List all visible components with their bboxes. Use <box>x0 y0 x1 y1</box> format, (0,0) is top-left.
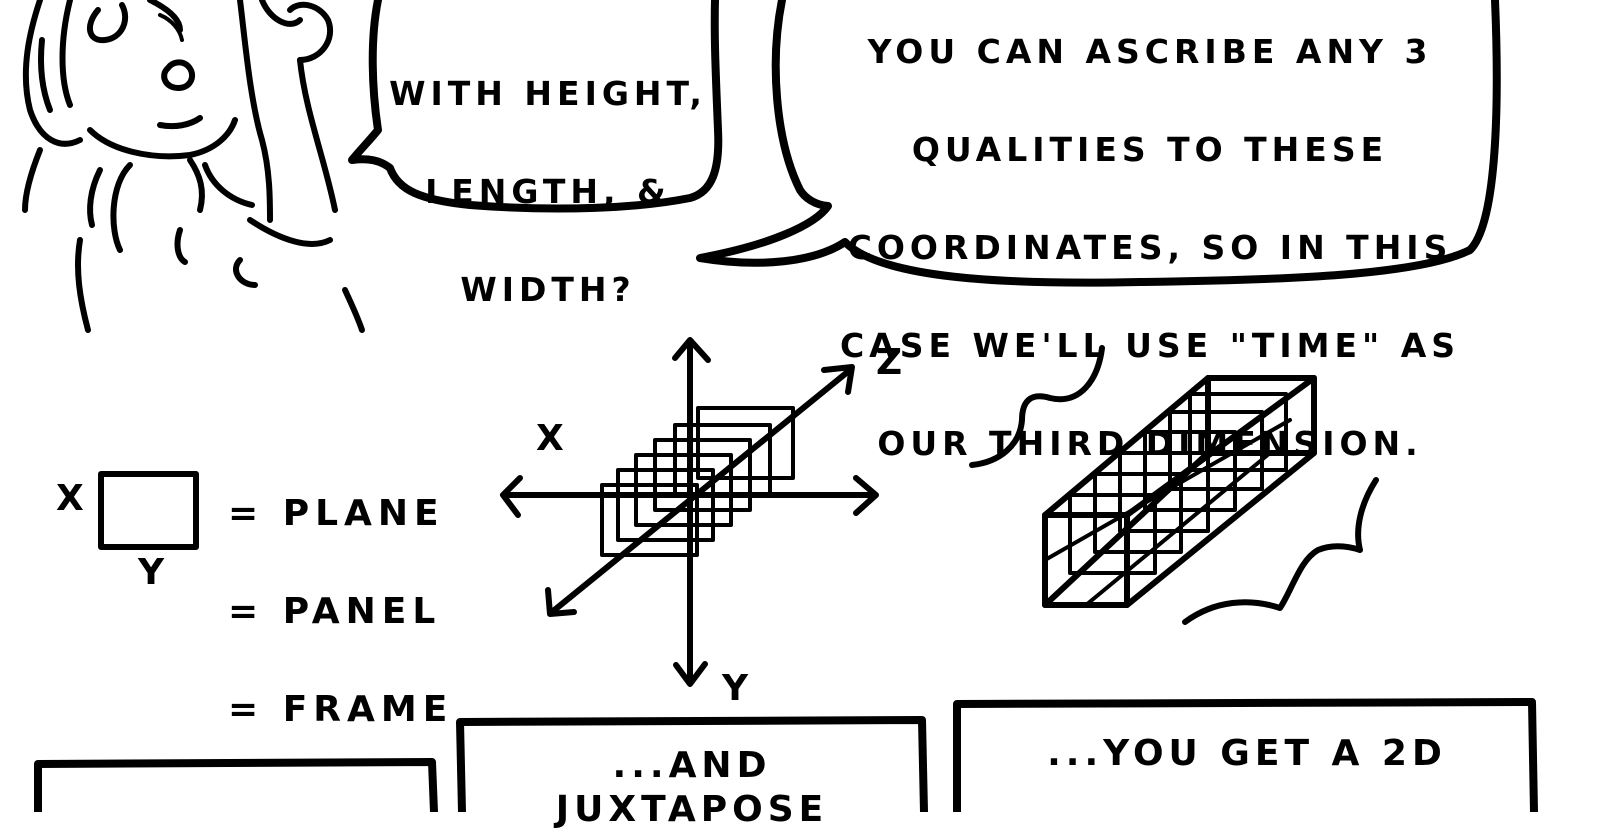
speech-bubble-right <box>696 0 1501 287</box>
axis-x-label: X <box>536 418 568 459</box>
caption-box-middle <box>456 716 928 812</box>
legend-item-panel: = PANEL <box>228 591 442 632</box>
speech-bubble-left-text: WITH HEIGHT, LENGTH, & WIDTH? <box>382 20 714 363</box>
caption-right-text: ...YOU GET A 2D <box>1047 733 1447 774</box>
panel-square <box>98 471 199 550</box>
comic-artwork <box>22 0 1538 812</box>
legend-item-frame: = FRAME <box>228 689 454 730</box>
xyz-axes-diagram <box>500 337 879 687</box>
bubble-right-line: CASE WE'LL USE "TIME" AS <box>839 326 1461 365</box>
bubble-right-line: QUALITIES TO THESE <box>911 130 1389 169</box>
bubble-left-line: WIDTH? <box>460 270 636 309</box>
speech-bubble-left <box>348 0 723 213</box>
bubble-left-line: WITH HEIGHT, <box>389 74 707 113</box>
caption-box-left <box>34 758 438 812</box>
character-drawing <box>22 0 365 333</box>
axis-y-label: Y <box>722 668 753 709</box>
legend-y-label: Y <box>138 552 169 593</box>
legend-x-label: X <box>56 478 88 519</box>
caption-middle-text: ...AND JUXTAPOSE <box>555 745 829 830</box>
bubble-right-line: YOU CAN ASCRIBE ANY 3 <box>867 32 1433 71</box>
caption-box-right <box>953 698 1538 812</box>
bubble-right-line: COORDINATES, SO IN THIS <box>847 228 1453 267</box>
axis-z-label: Z <box>876 342 907 383</box>
bubble-right-line: OUR THIRD DIMENSION. <box>877 424 1423 463</box>
legend-item-plane: = PLANE <box>228 493 445 534</box>
time-box-diagram <box>969 345 1379 625</box>
speech-bubble-right-text: YOU CAN ASCRIBE ANY 3 QUALITIES TO THESE… <box>820 0 1480 517</box>
legend-list: = PLANE = PANEL = FRAME <box>228 440 453 783</box>
bubble-left-line: LENGTH, & <box>425 172 671 211</box>
